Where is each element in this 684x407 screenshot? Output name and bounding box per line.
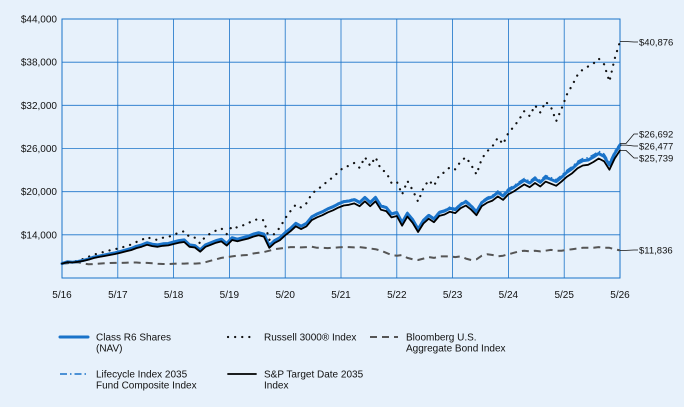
end-label-leader (620, 134, 638, 144)
end-value-label: $40,876 (639, 38, 673, 49)
legend-label: Bloomberg U.S. (406, 333, 477, 344)
x-tick-label: 5/20 (275, 290, 295, 301)
y-tick-label: $20,000 (21, 187, 58, 198)
x-tick-label: 5/18 (164, 290, 184, 301)
legend: Class R6 Shares(NAV) Russell 3000® Index B… (60, 333, 506, 392)
x-tick-label: 5/21 (331, 290, 351, 301)
end-value-label: $11,836 (639, 246, 673, 257)
legend-label: S&P Target Date 2035 (264, 370, 364, 381)
x-tick-label: 5/19 (220, 290, 240, 301)
x-tick-label: 5/16 (52, 290, 72, 301)
legend-label: Lifecycle Index 2035 (96, 370, 188, 381)
y-tick-label: $32,000 (21, 101, 58, 112)
end-value-label: $26,477 (639, 142, 673, 153)
x-tick-label: 5/25 (554, 290, 574, 301)
x-tick-label: 5/22 (387, 290, 407, 301)
end-label-leader (620, 42, 638, 43)
x-axis-ticks: 5/16 5/17 5/18 5/19 5/20 5/21 5/22 5/23 5/24 5/25… (52, 290, 630, 301)
y-tick-label: $44,000 (21, 15, 58, 26)
legend-label: (NAV) (96, 344, 122, 355)
legend-label: Fund Composite Index (96, 381, 197, 392)
x-tick-label: 5/17 (108, 290, 128, 301)
legend-label: Index (264, 381, 288, 392)
end-label-leader (620, 145, 638, 146)
end-value-label: $25,739 (639, 154, 673, 165)
y-axis-ticks: $14,000 $20,000 $26,000 $32,000 $38,000 $44,0… (21, 15, 58, 242)
legend-label: Class R6 Shares (96, 333, 171, 344)
y-tick-label: $14,000 (21, 230, 58, 241)
legend-label: Aggregate Bond Index (406, 344, 506, 355)
x-tick-label: 5/26 (610, 290, 630, 301)
end-value-label: $26,692 (639, 130, 673, 141)
end-label-leader (620, 150, 638, 158)
legend-label: Russell 3000® Index (264, 333, 356, 344)
end-value-labels: $26,477 $40,876 $11,836 $26,692 $25,739 (620, 38, 673, 257)
y-tick-label: $38,000 (21, 58, 58, 69)
x-tick-label: 5/23 (443, 290, 463, 301)
x-tick-label: 5/24 (499, 290, 519, 301)
y-tick-label: $26,000 (21, 144, 58, 155)
